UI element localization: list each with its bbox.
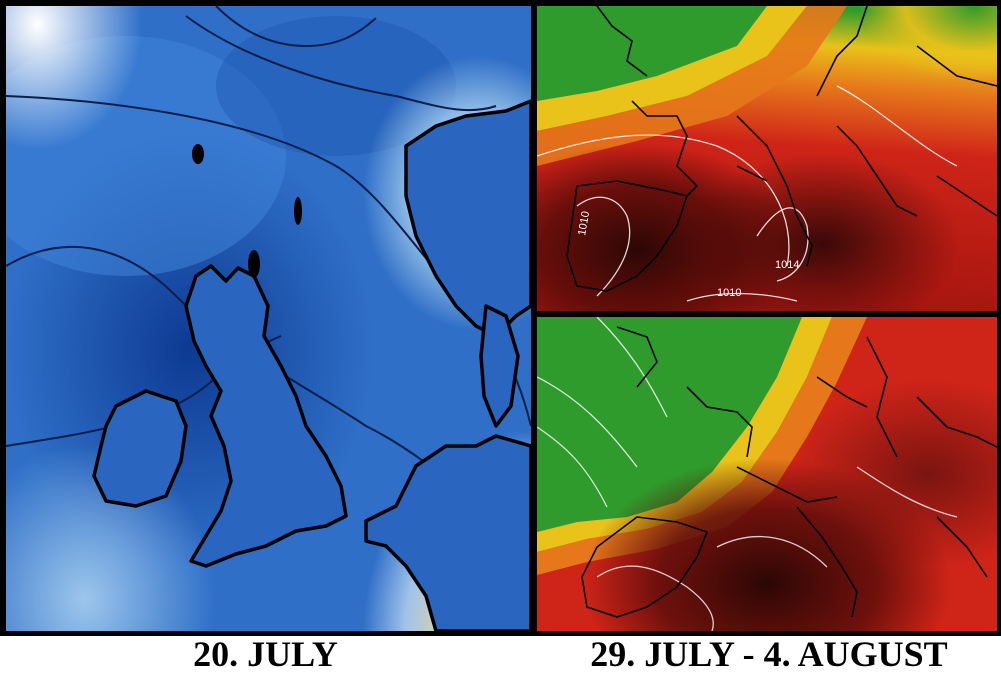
- isobar-label: 1014: [775, 259, 799, 271]
- heat-anomaly-map-bottom: [537, 317, 997, 631]
- image-frame: 1010: [0, 0, 1001, 636]
- coastlines-borders: [581, 326, 997, 618]
- isobar-label: 1010: [576, 210, 592, 236]
- isobar-lines: [537, 85, 958, 302]
- isobar-label: 1010: [717, 287, 741, 299]
- caption-20-july: 20. JULY: [193, 634, 338, 674]
- coastlines: [92, 99, 531, 631]
- cold-anomaly-map: 1010: [6, 6, 531, 631]
- heat-anomaly-map-top: 1010 1014 1010: [537, 6, 997, 311]
- map-panel-heatwave-top: 1010 1014 1010: [537, 6, 997, 311]
- map-panel-heatwave-bottom: [537, 317, 997, 631]
- isobar-label-group: 1010 1014 1010: [576, 210, 799, 299]
- isobar-lines: [537, 317, 958, 631]
- coastlines-borders: [566, 6, 997, 292]
- islands: [192, 144, 302, 278]
- map-panel-20-july: 1010: [6, 6, 531, 631]
- caption-29-july-4-august: 29. JULY - 4. AUGUST: [590, 634, 948, 674]
